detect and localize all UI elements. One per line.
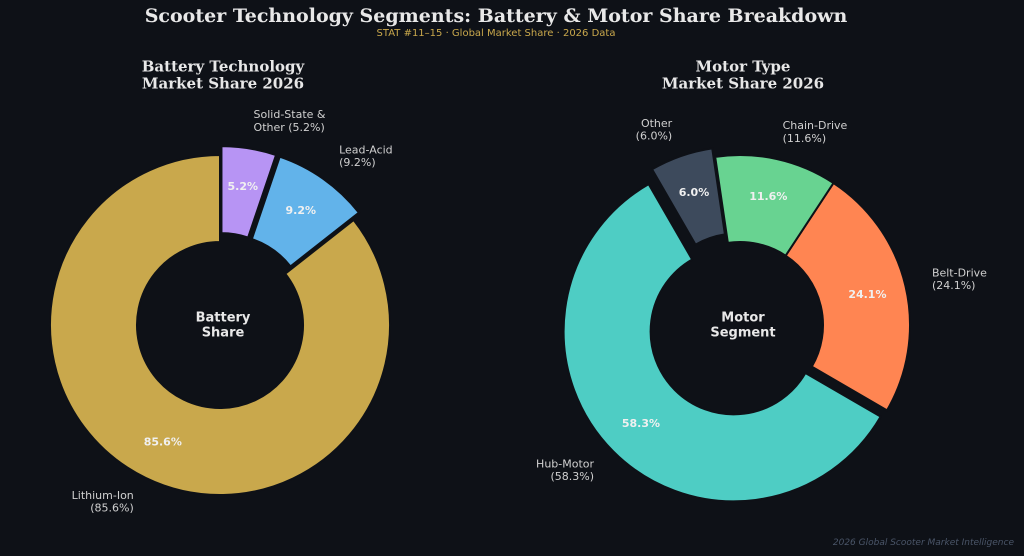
segment-label: Lead-Acid (9.2%) bbox=[339, 143, 393, 169]
donut-segment bbox=[714, 154, 835, 258]
value-label: 6.0% bbox=[679, 186, 710, 199]
segment-label: Chain-Drive (11.6%) bbox=[783, 119, 848, 145]
page-subtitle: STAT #11–15 · Global Market Share · 2026… bbox=[377, 28, 616, 39]
value-label: 9.2% bbox=[286, 204, 317, 217]
page-title: Scooter Technology Segments: Battery & M… bbox=[145, 5, 848, 27]
value-label: 58.3% bbox=[622, 417, 660, 430]
donut-segment bbox=[562, 182, 883, 503]
value-label: 5.2% bbox=[227, 180, 258, 193]
footer: 2026 Global Scooter Market Intelligence bbox=[833, 538, 1015, 548]
donut-segment bbox=[650, 147, 727, 246]
segment-label: Hub-Motor (58.3%) bbox=[536, 457, 594, 483]
value-label: 24.1% bbox=[848, 288, 886, 301]
center-label: Motor Segment bbox=[710, 310, 775, 340]
value-label: 85.6% bbox=[144, 436, 182, 449]
donut-segment bbox=[49, 153, 391, 496]
value-label: 11.6% bbox=[749, 190, 787, 203]
segment-label: Lithium-Ion (85.6%) bbox=[72, 489, 134, 515]
center-label: Battery Share bbox=[196, 310, 251, 340]
donut-segment bbox=[220, 145, 278, 239]
segment-label: Belt-Drive (24.1%) bbox=[932, 266, 987, 292]
chart-title: Motor Type Market Share 2026 bbox=[662, 57, 824, 92]
chart-title: Battery Technology Market Share 2026 bbox=[142, 57, 306, 92]
donut-segment bbox=[784, 181, 911, 412]
segment-label: Solid-State & Other (5.2%) bbox=[254, 108, 326, 134]
segment-label: Other (6.0%) bbox=[636, 117, 673, 143]
donut-segment bbox=[250, 155, 361, 268]
